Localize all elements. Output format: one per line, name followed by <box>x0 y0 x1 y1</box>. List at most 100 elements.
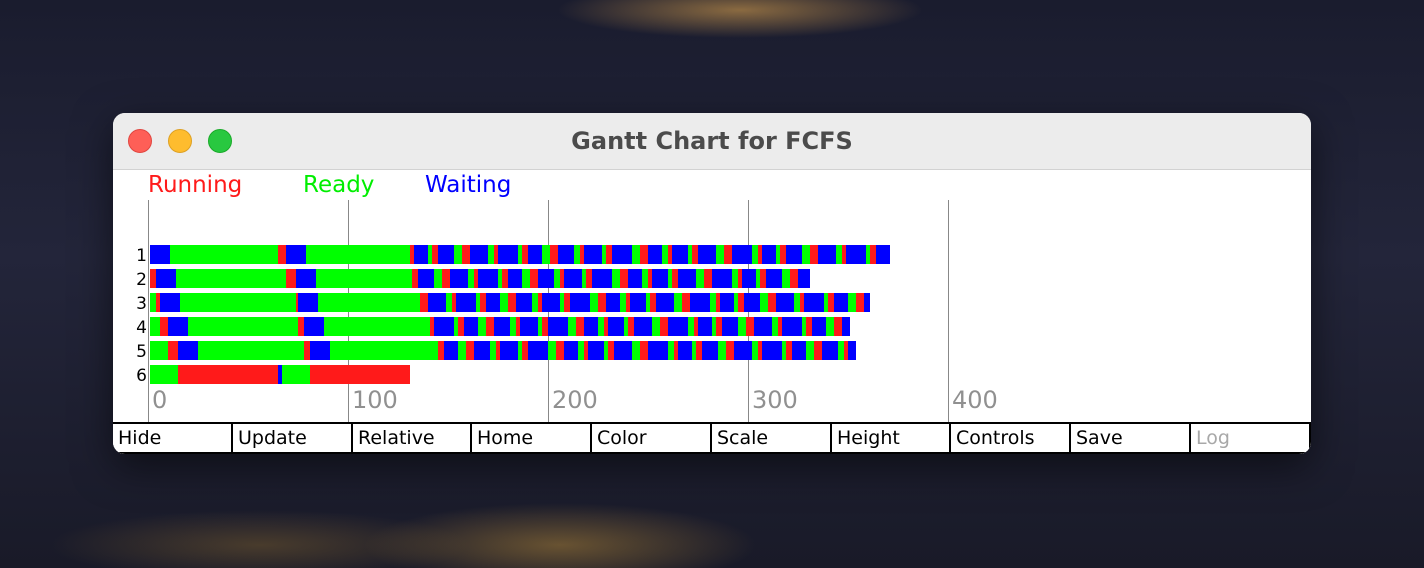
gantt-segment-running <box>870 245 876 264</box>
gantt-segment-ready <box>710 293 716 312</box>
gantt-segment-running <box>296 293 298 312</box>
gantt-segment-waiting <box>538 269 554 288</box>
gantt-segment-running <box>694 317 698 336</box>
gantt-segment-ready <box>468 269 474 288</box>
gantt-segment-waiting <box>786 245 802 264</box>
gantt-segment-running <box>516 317 520 336</box>
gantt-segment-running <box>856 293 864 312</box>
gantt-segment-ready <box>612 269 620 288</box>
gantt-segment-ready <box>836 245 842 264</box>
gantt-segment-running <box>304 341 310 360</box>
gantt-segment-running <box>530 269 538 288</box>
gantt-segment-waiting <box>464 317 478 336</box>
gantt-segment-waiting <box>744 293 760 312</box>
gantt-segment-running <box>628 317 634 336</box>
gantt-segment-waiting <box>304 317 324 336</box>
controls-button[interactable]: Controls <box>951 424 1071 454</box>
process-label: 3 <box>136 294 147 314</box>
log-button[interactable]: Log <box>1191 424 1311 454</box>
gantt-segment-running <box>556 341 564 360</box>
height-button[interactable]: Height <box>832 424 951 454</box>
gantt-segment-ready <box>150 293 156 312</box>
gantt-segment-waiting <box>608 317 624 336</box>
gantt-segment-running <box>746 317 754 336</box>
gantt-segment-ready <box>478 317 486 336</box>
gantt-segment-running <box>696 341 702 360</box>
gantt-segment-ready <box>518 341 522 360</box>
gantt-segment-ready <box>532 293 538 312</box>
gantt-segment-running <box>458 317 464 336</box>
gantt-segment-ready <box>510 317 516 336</box>
gantt-segment-ready <box>772 317 778 336</box>
gantt-segment-ready <box>732 269 738 288</box>
gantt-segment-running <box>438 341 444 360</box>
minimize-window-button[interactable] <box>168 129 192 153</box>
gantt-segment-waiting <box>834 293 848 312</box>
gantt-segment-waiting <box>668 317 688 336</box>
gantt-segment-running <box>462 245 470 264</box>
gantt-segment-ready <box>692 341 696 360</box>
gantt-segment-waiting <box>634 317 652 336</box>
gantt-segment-ready <box>632 245 640 264</box>
gantt-segment-waiting <box>434 317 454 336</box>
gantt-segment-ready <box>500 293 508 312</box>
gantt-segment-running <box>726 341 734 360</box>
gantt-segment-waiting <box>628 269 642 288</box>
gantt-segment-waiting <box>486 293 500 312</box>
zoom-window-button[interactable] <box>208 129 232 153</box>
gantt-segment-running <box>626 293 630 312</box>
gantt-segment-waiting <box>456 293 476 312</box>
gantt-segment-waiting <box>310 341 330 360</box>
gantt-segment-waiting <box>732 245 752 264</box>
gantt-segment-running <box>704 269 712 288</box>
gantt-segment-running <box>550 245 558 264</box>
gantt-segment-ready <box>590 293 598 312</box>
legend-running: Running <box>148 172 243 198</box>
save-button[interactable]: Save <box>1071 424 1191 454</box>
gantt-segment-running <box>682 293 690 312</box>
gantt-segment-running <box>542 317 548 336</box>
process-label: 4 <box>136 318 147 338</box>
gantt-segment-running <box>486 317 494 336</box>
close-window-button[interactable] <box>128 129 152 153</box>
gantt-segment-waiting <box>450 269 468 288</box>
gantt-segment-waiting <box>558 245 574 264</box>
relative-button[interactable]: Relative <box>353 424 472 454</box>
gantt-segment-ready <box>718 341 726 360</box>
home-button[interactable]: Home <box>472 424 592 454</box>
gantt-segment-waiting <box>588 341 604 360</box>
color-button[interactable]: Color <box>592 424 712 454</box>
gantt-segment-waiting <box>656 293 674 312</box>
axis-tick-label: 100 <box>352 386 398 414</box>
gantt-segment-waiting <box>792 341 806 360</box>
gantt-segment-running <box>286 269 296 288</box>
gantt-segment-waiting <box>762 341 782 360</box>
process-label: 5 <box>136 342 147 362</box>
gantt-segment-running <box>420 293 428 312</box>
gantt-segment-running <box>810 245 818 264</box>
update-button[interactable]: Update <box>233 424 353 454</box>
gantt-segment-running <box>786 341 792 360</box>
gantt-segment-waiting <box>528 341 548 360</box>
gantt-segment-waiting <box>678 341 692 360</box>
gantt-segment-waiting <box>734 341 752 360</box>
gantt-segment-ready <box>826 317 834 336</box>
gantt-segment-waiting <box>678 269 696 288</box>
hide-button[interactable]: Hide <box>113 424 233 454</box>
gantt-segment-running <box>522 245 528 264</box>
scale-button[interactable]: Scale <box>712 424 832 454</box>
process-label: 1 <box>136 246 147 266</box>
gantt-segment-running <box>576 317 584 336</box>
gantt-segment-waiting <box>516 293 532 312</box>
gantt-segment-ready <box>176 269 286 288</box>
axis-tick-label: 0 <box>152 386 168 414</box>
gantt-segment-waiting <box>150 245 170 264</box>
gantt-segment-running <box>640 341 648 360</box>
gantt-segment-waiting <box>846 245 866 264</box>
gantt-segment-ready <box>824 293 828 312</box>
gantt-segment-waiting <box>428 293 446 312</box>
gantt-segment-waiting <box>818 245 836 264</box>
gantt-segment-waiting <box>876 245 890 264</box>
gantt-segment-running <box>716 317 722 336</box>
gantt-segment-ready <box>712 317 716 336</box>
